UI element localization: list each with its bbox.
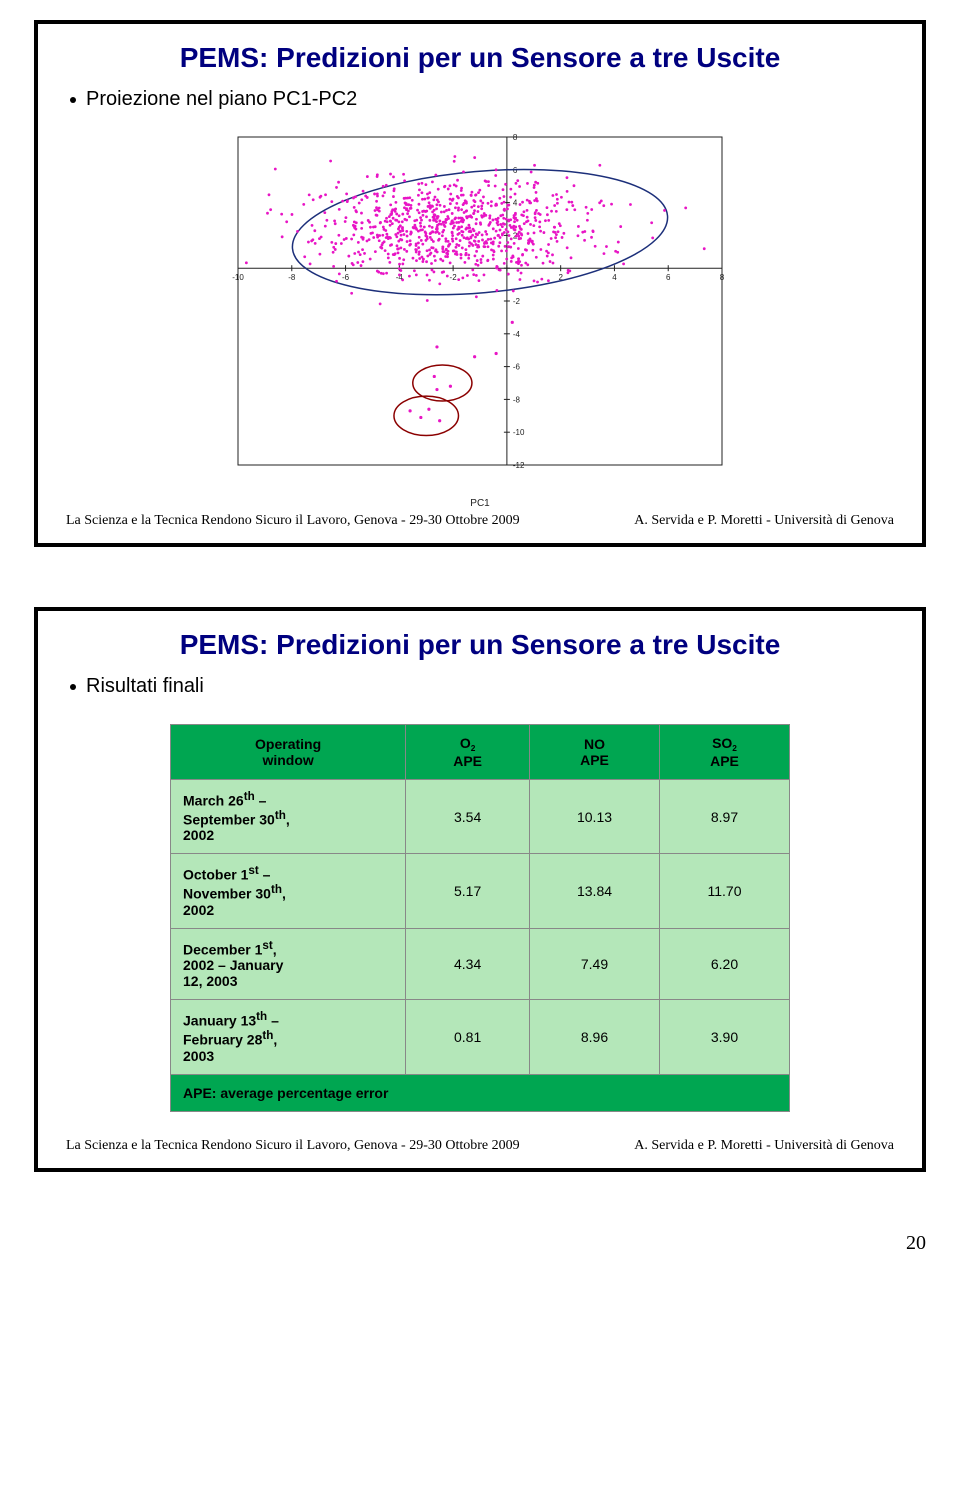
svg-text:6: 6 (666, 273, 671, 282)
table-cell: 7.49 (530, 928, 660, 1000)
table-footer-note: APE: average percentage error (171, 1074, 790, 1111)
svg-text:-8: -8 (513, 395, 521, 404)
svg-text:-8: -8 (288, 273, 296, 282)
svg-text:-2: -2 (513, 297, 521, 306)
bullet-dot-icon (70, 97, 76, 103)
table-row: October 1st –November 30th,20025.1713.84… (171, 854, 790, 928)
scatter-chart: -10-8-6-4-22468-12-10-8-6-4-22468PC1 (220, 129, 740, 489)
slide-2-title: PEMS: Predizioni per un Sensore a tre Us… (66, 629, 894, 661)
results-table: OperatingwindowO2APENOAPESO2APEMarch 26t… (170, 724, 790, 1112)
results-table-wrap: OperatingwindowO2APENOAPESO2APEMarch 26t… (66, 724, 894, 1112)
svg-text:8: 8 (513, 133, 518, 142)
table-header-cell: SO2APE (660, 725, 790, 780)
svg-text:-2: -2 (450, 273, 458, 282)
slide-2-footer: La Scienza e la Tecnica Rendono Sicuro i… (66, 1138, 894, 1154)
page-number: 20 (0, 1232, 926, 1255)
slide-1-title: PEMS: Predizioni per un Sensore a tre Us… (66, 42, 894, 74)
table-cell: 3.54 (406, 780, 530, 854)
table-row: December 1st,2002 – January12, 20034.347… (171, 928, 790, 1000)
footer-right: A. Servida e P. Moretti - Università di … (634, 1138, 894, 1154)
slide-2-bullet-text: Risultati finali (86, 675, 204, 698)
slide-1-bullet: Proiezione nel piano PC1-PC2 (70, 88, 894, 111)
svg-text:-12: -12 (513, 461, 525, 470)
x-axis-label: PC1 (470, 498, 489, 509)
table-cell: 8.96 (530, 1000, 660, 1074)
table-cell: 5.17 (406, 854, 530, 928)
bullet-dot-icon (70, 684, 76, 690)
svg-text:-4: -4 (513, 330, 521, 339)
svg-text:-10: -10 (232, 273, 244, 282)
row-label: December 1st,2002 – January12, 2003 (171, 928, 406, 1000)
slide-1-footer: La Scienza e la Tecnica Rendono Sicuro i… (66, 513, 894, 529)
table-cell: 13.84 (530, 854, 660, 928)
footer-left: La Scienza e la Tecnica Rendono Sicuro i… (66, 1138, 520, 1154)
footer-left: La Scienza e la Tecnica Rendono Sicuro i… (66, 513, 520, 529)
table-cell: 11.70 (660, 854, 790, 928)
table-cell: 6.20 (660, 928, 790, 1000)
table-header-cell: O2APE (406, 725, 530, 780)
slide-2-bullet: Risultati finali (70, 675, 894, 698)
table-cell: 0.81 (406, 1000, 530, 1074)
scatter-chart-wrap: -10-8-6-4-22468-12-10-8-6-4-22468PC1 (66, 129, 894, 489)
table-header-cell: NOAPE (530, 725, 660, 780)
svg-text:4: 4 (513, 199, 518, 208)
slide-2-frame: PEMS: Predizioni per un Sensore a tre Us… (34, 607, 926, 1172)
svg-text:4: 4 (612, 273, 617, 282)
table-cell: 8.97 (660, 780, 790, 854)
table-header-cell: Operatingwindow (171, 725, 406, 780)
table-row: March 26th –September 30th,20023.5410.13… (171, 780, 790, 854)
slide-1-frame: PEMS: Predizioni per un Sensore a tre Us… (34, 20, 926, 547)
svg-text:6: 6 (513, 166, 518, 175)
table-cell: 3.90 (660, 1000, 790, 1074)
svg-text:-6: -6 (342, 273, 350, 282)
slide-1-bullet-text: Proiezione nel piano PC1-PC2 (86, 88, 357, 111)
row-label: January 13th –February 28th,2003 (171, 1000, 406, 1074)
footer-right: A. Servida e P. Moretti - Università di … (634, 513, 894, 529)
table-cell: 4.34 (406, 928, 530, 1000)
table-row: January 13th –February 28th,20030.818.96… (171, 1000, 790, 1074)
svg-text:8: 8 (720, 273, 725, 282)
svg-text:-10: -10 (513, 428, 525, 437)
row-label: March 26th –September 30th,2002 (171, 780, 406, 854)
svg-text:-6: -6 (513, 363, 521, 372)
row-label: October 1st –November 30th,2002 (171, 854, 406, 928)
table-cell: 10.13 (530, 780, 660, 854)
